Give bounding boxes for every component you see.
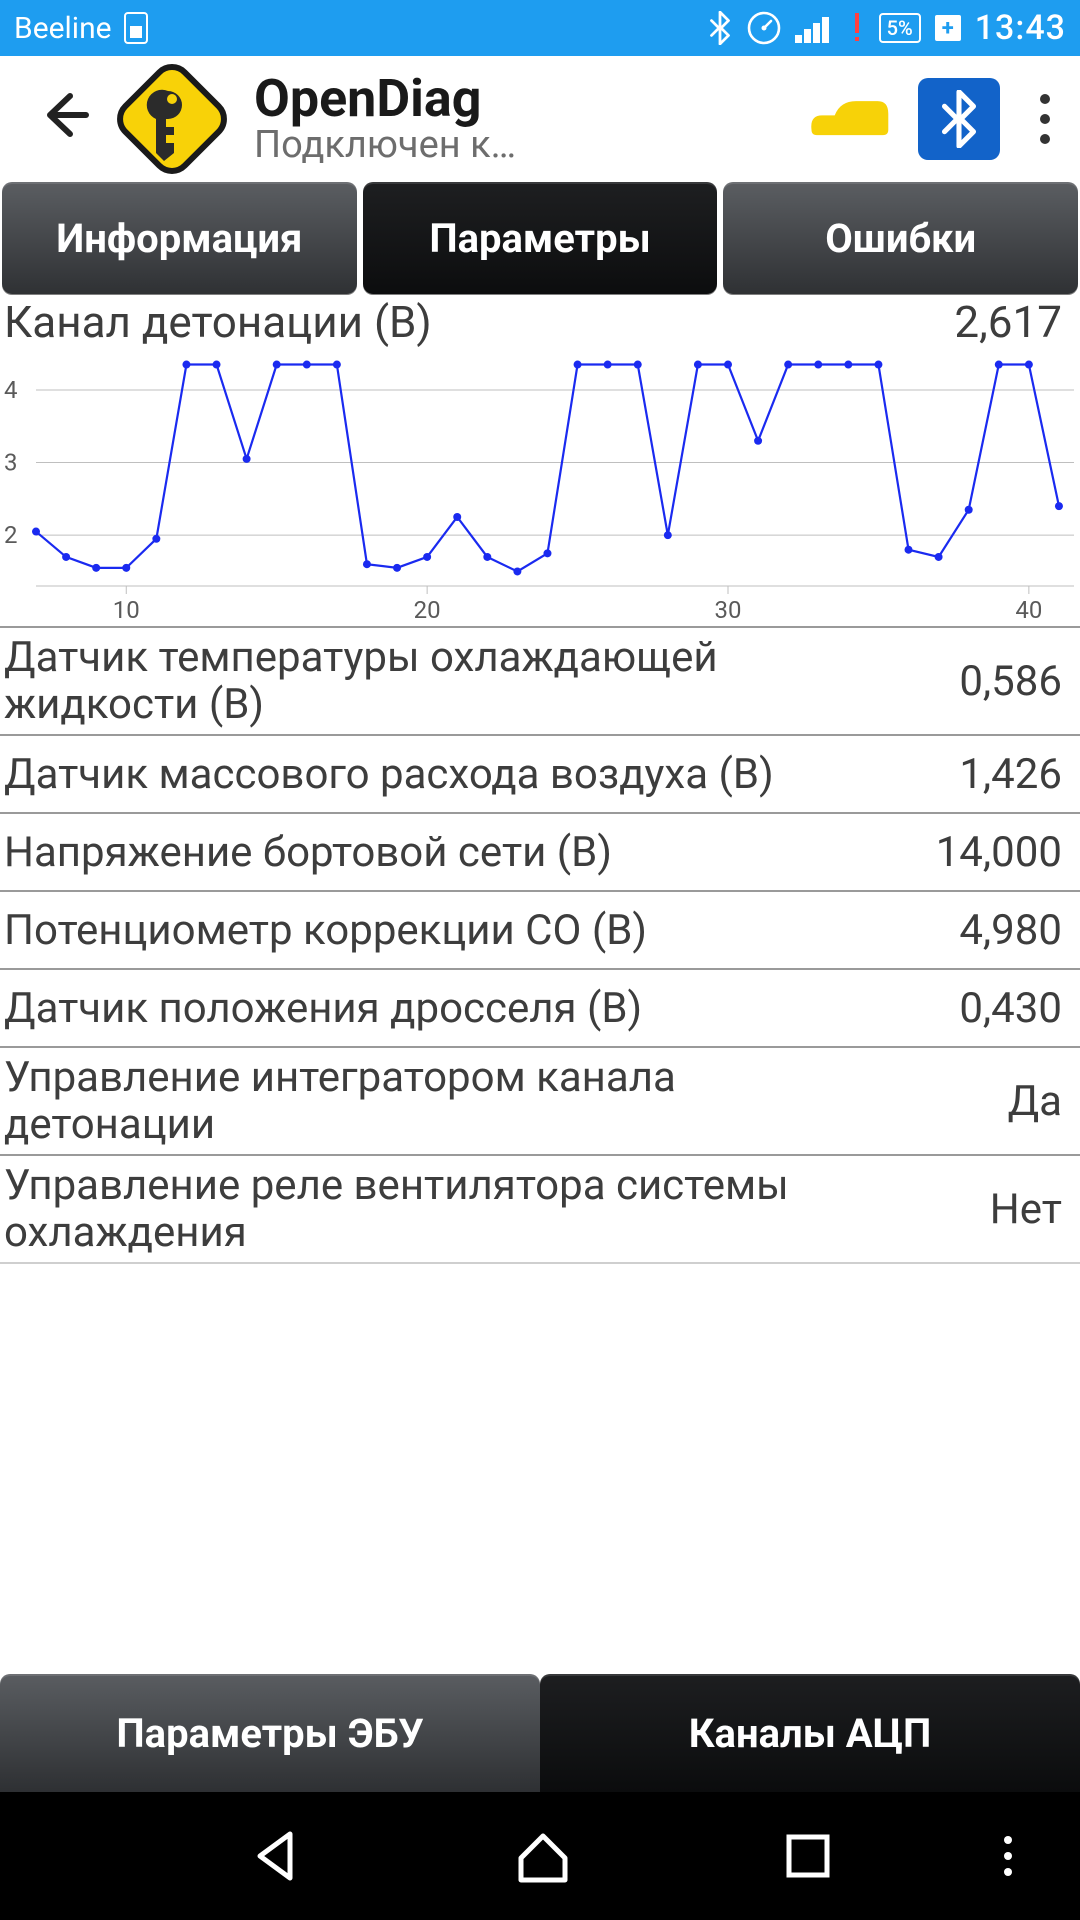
back-button[interactable]: [40, 84, 90, 155]
param-value: Нет: [978, 1185, 1062, 1234]
app-subtitle: Подключен к…: [254, 126, 516, 166]
tab-info[interactable]: Информация: [2, 182, 357, 294]
bluetooth-icon: [707, 11, 733, 45]
nav-recents-button[interactable]: [781, 1829, 835, 1883]
param-row[interactable]: Датчик положения дросселя (В) 0,430: [0, 968, 1080, 1046]
tab-params-label: Параметры: [429, 215, 650, 262]
param-name: Датчик положения дросселя (В): [4, 985, 642, 1032]
knock-channel-chart[interactable]: 2 3 4 10 20 30 40: [0, 348, 1080, 626]
tab-params[interactable]: Параметры: [363, 182, 718, 294]
param-name: Управление интегратором канала детонации: [4, 1054, 824, 1148]
battery-charging-icon: +: [935, 15, 961, 41]
param-name: Датчик температуры охлаждающей жидкости …: [4, 634, 824, 728]
android-nav-bar: [0, 1792, 1080, 1920]
app-title: OpenDiag: [254, 72, 516, 127]
app-bar: OpenDiag Подключен к…: [0, 56, 1080, 182]
param-value: 0,586: [947, 657, 1062, 706]
battery-warning-icon: [849, 11, 865, 45]
bottom-tab-ecu[interactable]: Параметры ЭБУ: [0, 1674, 540, 1792]
chart-title: Канал детонации (В): [4, 296, 432, 348]
param-name: Управление реле вентилятора системы охла…: [4, 1162, 824, 1256]
bluetooth-tile-button[interactable]: [918, 78, 1000, 160]
param-row[interactable]: Датчик массового расхода воздуха (В) 1,42…: [0, 734, 1080, 812]
status-bar: Beeline: [0, 0, 1080, 56]
param-row[interactable]: Датчик температуры охлаждающей жидкости …: [0, 626, 1080, 734]
param-row[interactable]: Управление интегратором канала детонации…: [0, 1046, 1080, 1154]
param-value: 14,000: [924, 828, 1062, 877]
param-row[interactable]: Управление реле вентилятора системы охла…: [0, 1154, 1080, 1264]
nav-back-button[interactable]: [246, 1826, 306, 1886]
bottom-tab-ecu-label: Параметры ЭБУ: [116, 1710, 423, 1757]
chart-header: Канал детонации (В) 2,617: [0, 294, 1080, 348]
clock: 13:43: [975, 8, 1066, 48]
param-value: 0,430: [947, 984, 1062, 1033]
svg-text:10: 10: [113, 596, 140, 624]
svg-text:2: 2: [4, 521, 18, 549]
svg-text:40: 40: [1015, 596, 1042, 624]
overflow-menu-button[interactable]: [1024, 84, 1066, 154]
svg-text:4: 4: [4, 376, 18, 404]
sim-icon: [124, 12, 148, 44]
nav-home-button[interactable]: [511, 1824, 575, 1888]
top-tabs: Информация Параметры Ошибки: [0, 182, 1080, 294]
param-name: Потенциометр коррекции CO (В): [4, 907, 647, 954]
carrier-label: Beeline: [14, 11, 112, 46]
svg-text:20: 20: [414, 596, 441, 624]
tab-info-label: Информация: [56, 215, 302, 262]
param-name: Датчик массового расхода воздуха (В): [4, 751, 774, 798]
bottom-tabs: Параметры ЭБУ Каналы АЦП: [0, 1674, 1080, 1792]
battery-level: 5%: [879, 13, 921, 43]
tab-errors[interactable]: Ошибки: [723, 182, 1078, 294]
param-row[interactable]: Потенциометр коррекции CO (В) 4,980: [0, 890, 1080, 968]
param-name: Напряжение бортовой сети (В): [4, 829, 612, 876]
speedometer-icon: [747, 11, 781, 45]
bottom-tab-adc-label: Каналы АЦП: [689, 1710, 932, 1757]
car-status-icon[interactable]: [804, 94, 894, 144]
param-row[interactable]: Напряжение бортовой сети (В) 14,000: [0, 812, 1080, 890]
svg-text:30: 30: [715, 596, 742, 624]
tab-errors-label: Ошибки: [825, 215, 976, 262]
nav-more-button[interactable]: [1004, 1828, 1012, 1884]
param-value: 4,980: [947, 906, 1062, 955]
parameter-list[interactable]: Датчик температуры охлаждающей жидкости …: [0, 626, 1080, 1264]
bottom-tab-adc[interactable]: Каналы АЦП: [540, 1674, 1080, 1792]
param-value: Да: [996, 1077, 1062, 1126]
chart-value: 2,617: [954, 296, 1062, 348]
signal-icon: [795, 13, 835, 43]
svg-text:3: 3: [4, 449, 18, 477]
param-value: 1,426: [947, 750, 1062, 799]
app-logo-icon: [114, 61, 230, 177]
